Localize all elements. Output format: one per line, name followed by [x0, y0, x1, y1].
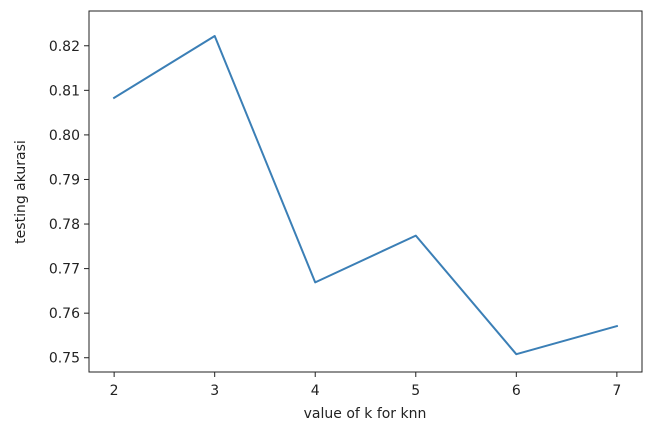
y-tick-label: 0.81 — [49, 83, 80, 99]
y-tick-label: 0.75 — [49, 351, 80, 367]
y-axis-ticks: 0.75 0.76 0.77 0.78 0.79 0.80 0.81 0.82 — [49, 39, 89, 367]
y-tick-label: 0.79 — [49, 172, 80, 188]
series-layer — [112, 35, 619, 356]
x-axis-ticks: 2 3 4 5 6 7 — [110, 372, 621, 399]
plot-area — [89, 11, 642, 372]
x-tick-label: 7 — [612, 383, 621, 399]
plot-background — [89, 11, 642, 372]
y-tick-label: 0.82 — [49, 39, 80, 55]
axes-frame — [88, 10, 643, 373]
y-axis-label: testing akurasi — [13, 140, 29, 244]
series-line — [112, 35, 619, 356]
x-tick-label: 5 — [411, 383, 420, 399]
x-tick-label: 3 — [210, 383, 219, 399]
y-tick-label: 0.77 — [49, 262, 80, 278]
y-tick-label: 0.76 — [49, 306, 80, 322]
x-axis-label: value of k for knn — [304, 406, 427, 422]
y-tick-label: 0.78 — [49, 217, 80, 233]
x-tick-label: 4 — [311, 383, 320, 399]
x-tick-label: 6 — [512, 383, 521, 399]
axes-spines — [88, 10, 643, 373]
x-tick-label: 2 — [110, 383, 119, 399]
y-tick-label: 0.80 — [49, 128, 80, 144]
